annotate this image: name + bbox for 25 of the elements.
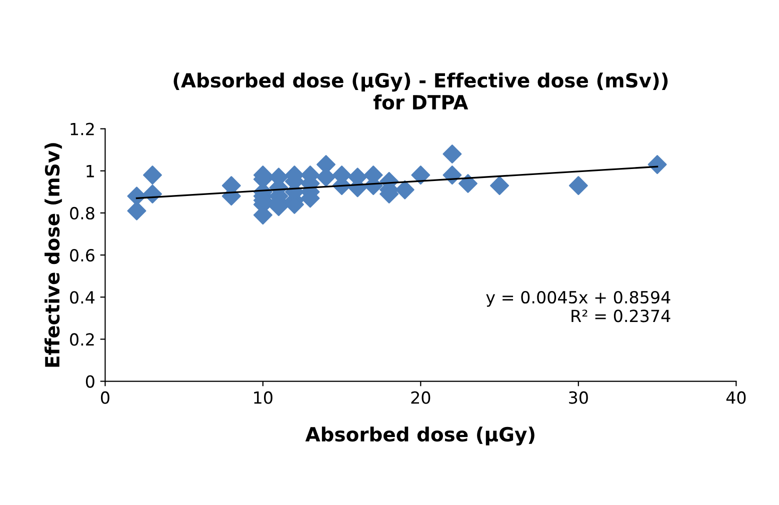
point: [458, 174, 478, 193]
point: [490, 176, 510, 196]
y-tick-label: 0.2: [70, 333, 94, 346]
point: [648, 155, 667, 174]
y-tick-label: 0: [86, 375, 94, 388]
y-tick-label: 0.4: [70, 291, 95, 304]
point: [442, 166, 462, 185]
annotation: y = 0.0045x + 0.8594 R² = 0.2374: [486, 290, 670, 322]
x-tick-label: 10: [254, 391, 272, 404]
y-tick-label: 0.8: [70, 206, 94, 220]
x-tick-label: 30: [569, 391, 588, 404]
y-tick-label: 0.6: [70, 248, 94, 262]
x-tick-label: 0: [100, 391, 110, 404]
point: [411, 166, 430, 185]
x-tick-label: 20: [411, 391, 430, 404]
y-axis-title: Effective dose (mSv): [44, 143, 62, 367]
chart-title: (Absorbed dose (µGy) - Effective dose (mSv)) for DTPA: [174, 72, 668, 110]
point: [395, 180, 414, 200]
x-tick-label: 40: [726, 391, 746, 404]
point: [568, 176, 588, 196]
point: [143, 166, 162, 185]
y-tick-label: 1.2: [70, 122, 94, 136]
x-axis-title: Absorbed dose (µGy): [305, 426, 534, 446]
point: [442, 144, 462, 164]
y-tick-label: 1: [86, 165, 94, 178]
